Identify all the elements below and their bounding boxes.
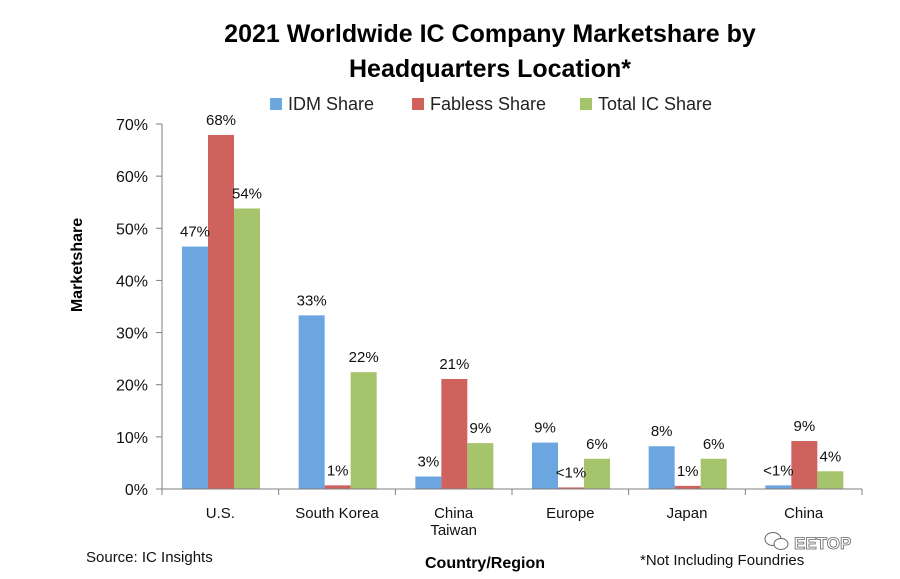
bar-total-ic-share xyxy=(234,208,260,489)
data-label: 6% xyxy=(703,436,725,453)
wechat-icon xyxy=(764,532,789,550)
legend-entry: IDM Share xyxy=(288,94,374,114)
chart-title: 2021 Worldwide IC Company Marketshare by… xyxy=(224,20,756,83)
bar-fabless-share xyxy=(324,485,351,489)
bar-fabless-share xyxy=(558,487,584,489)
watermark: EETOP xyxy=(764,532,852,553)
x-tick-label: South Korea xyxy=(295,505,379,522)
chart-title-line: Headquarters Location* xyxy=(349,55,631,83)
bar-fabless-share xyxy=(208,134,234,489)
data-label: 1% xyxy=(677,463,699,480)
x-tick-label: U.S. xyxy=(206,505,235,522)
data-label: 9% xyxy=(534,420,556,437)
footnote: *Not Including Foundries xyxy=(640,552,804,569)
bar-fabless-share xyxy=(791,441,818,489)
y-tick-label: 60% xyxy=(116,169,148,186)
bar-total-ic-share xyxy=(584,458,610,489)
y-axis: 0% 10% 20% 30% 40% 50% 60% 70% xyxy=(116,117,163,499)
data-label: 47% xyxy=(180,224,210,241)
watermark-text: EETOP xyxy=(794,534,851,553)
data-label: <1% xyxy=(763,462,793,479)
legend-entry: Total IC Share xyxy=(598,94,712,114)
legend-entry: Fabless Share xyxy=(430,94,546,114)
x-tick-label: Japan xyxy=(667,505,708,522)
bars xyxy=(182,134,844,489)
data-label: 9% xyxy=(793,418,815,435)
data-label: 33% xyxy=(297,292,327,309)
legend-swatch xyxy=(412,98,424,110)
bar-total-ic-share xyxy=(700,458,727,489)
data-labels: 47%68%54%33%1%22%3%21%9% 9%<1%6%8%1%6%<1%… xyxy=(180,112,841,481)
source-note: Source: IC Insights xyxy=(86,549,213,566)
bar-idm-share xyxy=(415,476,442,489)
y-tick-label: 30% xyxy=(116,326,148,343)
bar-idm-share xyxy=(532,442,558,489)
data-label: 1% xyxy=(327,462,349,479)
data-label: 54% xyxy=(232,185,262,202)
bar-fabless-share xyxy=(674,485,701,489)
x-tick-label: China xyxy=(784,505,824,522)
legend-swatch xyxy=(580,98,592,110)
y-tick-label: 50% xyxy=(116,221,148,238)
bar-idm-share xyxy=(298,315,325,489)
y-tick-label: 0% xyxy=(125,482,148,499)
bar-idm-share xyxy=(182,246,208,489)
data-label: 6% xyxy=(586,436,608,453)
data-label: 68% xyxy=(206,112,236,129)
y-axis-title: Marketshare xyxy=(69,218,86,312)
data-label: 21% xyxy=(439,356,469,373)
bar-total-ic-share xyxy=(817,471,844,489)
legend: IDM Share Fabless Share Total IC Share xyxy=(270,94,712,114)
x-tick-label: China xyxy=(434,505,474,522)
x-tick-label: Taiwan xyxy=(430,522,477,539)
legend-swatch xyxy=(270,98,282,110)
bar-total-ic-share xyxy=(467,443,494,489)
data-label: 4% xyxy=(819,448,841,465)
chart-title-line: 2021 Worldwide IC Company Marketshare by xyxy=(224,20,756,48)
bar-idm-share xyxy=(648,446,675,489)
bar-total-ic-share xyxy=(350,372,377,489)
data-label: 3% xyxy=(417,453,439,470)
bar-fabless-share xyxy=(441,378,468,489)
y-tick-label: 40% xyxy=(116,273,148,290)
y-tick-label: 70% xyxy=(116,117,148,134)
data-label: 9% xyxy=(469,420,491,437)
x-tick-label: Europe xyxy=(546,505,594,522)
data-label: 8% xyxy=(651,423,673,440)
x-axis-title: Country/Region xyxy=(425,555,545,572)
data-label: 22% xyxy=(349,349,379,366)
y-tick-label: 20% xyxy=(116,378,148,395)
bar-idm-share xyxy=(765,485,792,489)
data-label: <1% xyxy=(556,464,586,481)
y-tick-label: 10% xyxy=(116,430,148,447)
